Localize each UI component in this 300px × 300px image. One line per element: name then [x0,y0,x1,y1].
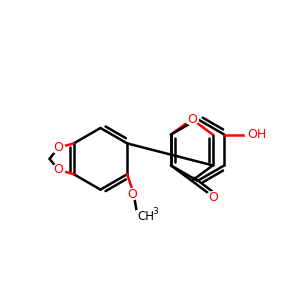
Ellipse shape [126,188,139,200]
Ellipse shape [185,114,198,125]
Text: O: O [187,113,197,126]
Text: O: O [208,191,218,204]
Text: 3: 3 [152,207,158,216]
Ellipse shape [132,209,158,223]
Text: O: O [53,163,63,176]
Ellipse shape [245,129,269,140]
Ellipse shape [206,192,219,203]
Ellipse shape [52,164,65,175]
Text: CH: CH [137,209,154,223]
Text: O: O [53,141,63,154]
Ellipse shape [52,142,65,153]
Text: O: O [128,188,138,200]
Text: OH: OH [248,128,267,141]
